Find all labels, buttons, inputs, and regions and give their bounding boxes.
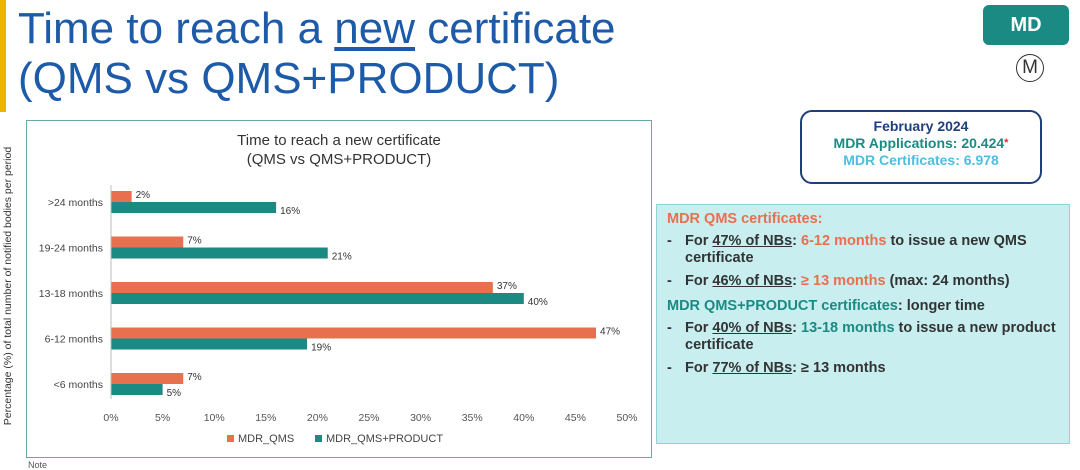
bar-qms: [111, 373, 184, 384]
list-item: - For 47% of NBs: 6-12 months to issue a …: [667, 233, 1027, 266]
category-label: 6-12 months: [45, 334, 103, 346]
x-tick-label: 25%: [358, 412, 379, 424]
legend-label-product: MDR_QMS+PRODUCT: [326, 433, 443, 445]
chart-title: Time to reach a new certificate: [237, 132, 441, 149]
bar-product: [111, 384, 163, 395]
product-list: - For 40% of NBs: 13-18 months to issue a…: [667, 320, 1059, 377]
bar-qms: [111, 282, 493, 293]
qms-list: - For 47% of NBs: 6-12 months to issue a …: [667, 233, 1059, 290]
summary-box: MDR QMS certificates: - For 47% of NBs: 6…: [656, 204, 1070, 444]
list-item: - For 77% of NBs: ≥ 13 months: [667, 360, 886, 376]
x-tick-label: 50%: [616, 412, 637, 424]
data-label: 16%: [280, 206, 300, 217]
x-ticks-group: 0% 5% 10% 15% 20% 25% 30% 35% 40% 45% 50%: [103, 412, 637, 424]
product-heading: MDR QMS+PRODUCT certificates: longer tim…: [667, 298, 985, 314]
data-label: 40%: [528, 297, 548, 308]
title-text: certificate: [415, 4, 616, 53]
title-line-2: (QMS vs QMS+PRODUCT): [18, 54, 560, 103]
bar-qms: [111, 327, 597, 339]
title-line-1: Time to reach a new certificate: [18, 4, 616, 54]
stats-date: February 2024: [873, 118, 969, 134]
x-tick-label: 20%: [307, 412, 328, 424]
note-text: Note: [28, 460, 48, 470]
x-tick-label: 35%: [462, 412, 483, 424]
bar-chart: Time to reach a new certificate (QMS vs …: [39, 132, 638, 445]
bar-product: [111, 338, 308, 350]
m-logo-icon: M: [1016, 54, 1044, 82]
asterisk-mark: *: [1004, 137, 1009, 149]
data-label: 7%: [187, 372, 202, 383]
data-label: 37%: [497, 281, 517, 292]
category-label: 13-18 months: [39, 288, 103, 300]
category-label: <6 months: [54, 379, 103, 391]
title-text: Time to reach a: [18, 4, 335, 53]
data-label: 21%: [332, 252, 352, 263]
x-tick-label: 15%: [255, 412, 276, 424]
bar-product: [111, 202, 277, 213]
x-tick-label: 10%: [204, 412, 225, 424]
legend-swatch-product: [315, 435, 322, 442]
x-tick-label: 40%: [513, 412, 534, 424]
legend-label-qms: MDR_QMS: [238, 433, 294, 445]
data-label: 19%: [311, 343, 331, 354]
data-label: 47%: [600, 327, 620, 338]
x-tick-label: 45%: [565, 412, 586, 424]
stats-applications: MDR Applications: 20.424*: [802, 135, 1040, 152]
stats-applications-text: MDR Applications: 20.424: [833, 135, 1005, 151]
category-label: >24 months: [48, 197, 103, 209]
stats-box: February 2024 MDR Applications: 20.424* …: [800, 110, 1042, 184]
legend: MDR_QMS MDR_QMS+PRODUCT: [227, 433, 443, 445]
chart-container: Time to reach a new certificate (QMS vs …: [26, 120, 652, 458]
qms-heading: MDR QMS certificates:: [667, 211, 823, 227]
list-item: - For 46% of NBs: ≥ 13 months (max: 24 mo…: [667, 273, 1010, 289]
category-labels-group: >24 months 19-24 months 13-18 months 6-12 m…: [39, 197, 103, 391]
accent-bar: [0, 0, 6, 112]
bars-group: 2% 16% 7% 21% 37% 40% 47% 19% 7% 5%: [110, 185, 620, 399]
bar-product: [111, 293, 524, 304]
bar-qms: [111, 236, 184, 248]
legend-swatch-qms: [227, 435, 234, 442]
x-tick-label: 5%: [155, 412, 170, 424]
category-label: 19-24 months: [39, 243, 103, 255]
md-badge: MD: [983, 5, 1069, 45]
chart-subtitle: (QMS vs QMS+PRODUCT): [247, 151, 432, 168]
x-tick-label: 30%: [410, 412, 431, 424]
data-label: 5%: [167, 388, 182, 399]
y-axis-side-label: Percentage (%) of total number of notifi…: [2, 146, 14, 426]
data-label: 7%: [187, 236, 202, 247]
stats-certificates: MDR Certificates: 6.978: [843, 152, 999, 168]
data-label: 2%: [136, 190, 151, 201]
bar-product: [111, 247, 328, 259]
bar-qms: [111, 191, 132, 202]
list-item: - For 40% of NBs: 13-18 months to issue a…: [667, 320, 1056, 353]
x-tick-label: 0%: [103, 412, 118, 424]
page-title: Time to reach a new certificate (QMS vs …: [18, 4, 616, 104]
title-underlined-word: new: [334, 4, 415, 53]
